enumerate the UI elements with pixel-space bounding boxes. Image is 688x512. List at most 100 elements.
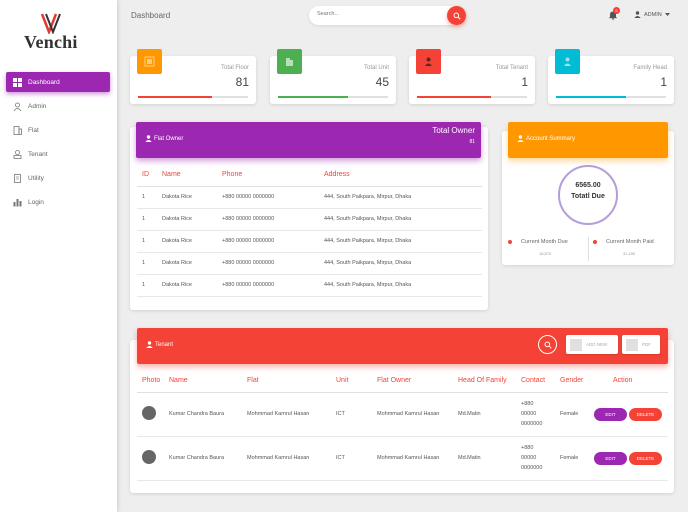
stat-value: 81	[235, 75, 249, 89]
sidebar-item-flat[interactable]: Flat	[6, 120, 110, 140]
edit-button[interactable]: EDIT	[594, 451, 627, 465]
cell-contact: +880 00000 0000000	[516, 392, 555, 437]
table-row[interactable]: 1 Dakota Rice +880 00000 0000000 444, South…	[137, 274, 482, 297]
floor-icon	[144, 56, 155, 67]
cell-action: EDIT DELETE	[589, 392, 668, 437]
cell-flat: Mohmmad Kamrul Hasan	[242, 392, 331, 437]
cell-owner: Mohmmad Kamrul Hasan	[372, 392, 453, 437]
add-icon	[570, 338, 582, 351]
cell-name: Kumar Chandra Baura	[164, 392, 242, 437]
stat-progress	[556, 96, 666, 98]
column-header: Flat	[242, 370, 331, 393]
cell-phone: +880 00000 0000000	[217, 274, 319, 297]
cell-phone: +880 00000 0000000	[217, 208, 319, 231]
search-input[interactable]	[317, 11, 437, 17]
edit-button[interactable]: EDIT	[594, 407, 627, 421]
tenant-icon	[13, 149, 22, 159]
search-button[interactable]	[447, 6, 466, 25]
status-dot	[508, 240, 512, 244]
person-icon	[425, 57, 432, 66]
column-header: Photo	[137, 370, 164, 393]
page-title: Dashboard	[131, 11, 171, 20]
cell-head: Md.Matin	[453, 392, 516, 437]
due-ring-chart	[558, 165, 618, 225]
table-row[interactable]: 1 Dakota Rice +880 00000 0000000 444, South…	[137, 208, 482, 231]
stat-label: Total Tenant	[495, 65, 528, 71]
account-summary-header: Account Summary	[508, 122, 668, 158]
table-row[interactable]: Kumar Chandra Baura Mohmmad Kamrul Hasan…	[137, 392, 668, 437]
notification-badge: 6	[613, 7, 620, 14]
account-summary-card: Account Summary 6565.00 Totatl Due Curre…	[502, 122, 674, 265]
cell-address: 444, South Paikpara, Mirpur, Dhaka	[319, 252, 482, 275]
divider	[588, 237, 589, 261]
stat-progress-fill	[138, 96, 212, 98]
search-icon	[453, 12, 461, 20]
cell-phone: +880 00000 0000000	[217, 252, 319, 275]
column-header: Unit	[331, 370, 372, 393]
status-dot	[593, 240, 597, 244]
cell-phone: +880 00000 0000000	[217, 186, 319, 209]
sidebar-item-label: Login	[28, 198, 44, 206]
table-row[interactable]: Kumar Chandra Baura Mohmmad Kamrul Hasan…	[137, 436, 668, 481]
tenant-card: Tenant ADD NEW PDF Photo Name Flat Unit …	[130, 328, 674, 493]
total-due-label: Totatl Due	[571, 193, 605, 200]
avatar	[142, 406, 156, 420]
table-row[interactable]: 1 Dakota Rice +880 00000 0000000 444, South…	[137, 230, 482, 253]
stat-card-total-floor: Total Floor 81	[130, 49, 256, 104]
building-icon	[286, 58, 293, 66]
sidebar-item-tenant[interactable]: Tenant	[6, 144, 110, 164]
caret-down-icon	[664, 12, 670, 16]
search-icon	[544, 341, 552, 349]
delete-button[interactable]: DELETE	[629, 451, 662, 465]
stat-progress	[417, 96, 527, 98]
add-new-button[interactable]: ADD NEW	[566, 335, 618, 354]
pdf-icon	[626, 338, 638, 351]
sidebar-item-utility[interactable]: Utility	[6, 168, 110, 188]
column-header: Name	[157, 164, 217, 187]
header-label-text: Tenant	[155, 341, 174, 348]
logo-v-icon	[40, 13, 61, 34]
stat-icon-box	[555, 49, 580, 74]
brand-logo[interactable]: Venchi	[22, 12, 82, 57]
pdf-button[interactable]: PDF	[622, 335, 660, 354]
user-menu[interactable]: ADMIN	[634, 11, 670, 18]
current-due-value: 18,570	[539, 251, 552, 256]
avatar	[142, 450, 156, 464]
current-due-label: Current Month Due	[521, 239, 568, 245]
sidebar-item-label: Admin	[28, 102, 47, 110]
stat-card-total-tenant: Total Tenant 1	[409, 49, 535, 104]
tenant-header-label: Tenant	[146, 341, 173, 348]
person-icon	[517, 135, 524, 142]
sidebar-item-dashboard[interactable]: Dashboard	[6, 72, 110, 92]
column-header: Phone	[217, 164, 319, 187]
stat-value: 1	[521, 75, 528, 89]
stat-label: Family Head	[633, 65, 667, 71]
table-row[interactable]: 1 Dakota Rice +880 00000 0000000 444, South…	[137, 252, 482, 275]
table-row[interactable]: 1 Dakota Rice +880 00000 0000000 444, South…	[137, 186, 482, 209]
cell-flat: Mohmmad Kamrul Hasan	[242, 436, 331, 481]
pdf-label: PDF	[642, 342, 651, 347]
cell-name: Dakota Rice	[157, 252, 217, 275]
sidebar-item-label: Tenant	[28, 150, 48, 158]
sidebar-item-admin[interactable]: Admin	[6, 96, 110, 116]
user-name: ADMIN	[644, 11, 662, 18]
cell-name: Dakota Rice	[157, 274, 217, 297]
cell-gender: Female	[555, 436, 589, 481]
table-header-row: ID Name Phone Address	[137, 164, 482, 187]
current-paid-label: Current Month Paid	[606, 239, 654, 245]
cell-photo	[137, 436, 164, 481]
stat-progress-fill	[278, 96, 349, 98]
delete-button[interactable]: DELETE	[629, 407, 662, 421]
tenant-table: Photo Name Flat Unit Flat Owner Head Of …	[137, 370, 668, 481]
user-icon	[564, 57, 571, 66]
header-label-text: Account Summary	[526, 135, 576, 142]
stat-icon-box	[277, 49, 302, 74]
sidebar-item-login[interactable]: Login	[6, 192, 110, 212]
cell-name: Dakota Rice	[157, 186, 217, 209]
stat-progress	[278, 96, 388, 98]
stat-label: Total Unit	[363, 65, 389, 71]
tenant-search-button[interactable]	[538, 335, 557, 354]
cell-gender: Female	[555, 392, 589, 437]
cell-id: 1	[137, 252, 157, 275]
cell-contact: +880 00000 0000000	[516, 436, 555, 481]
